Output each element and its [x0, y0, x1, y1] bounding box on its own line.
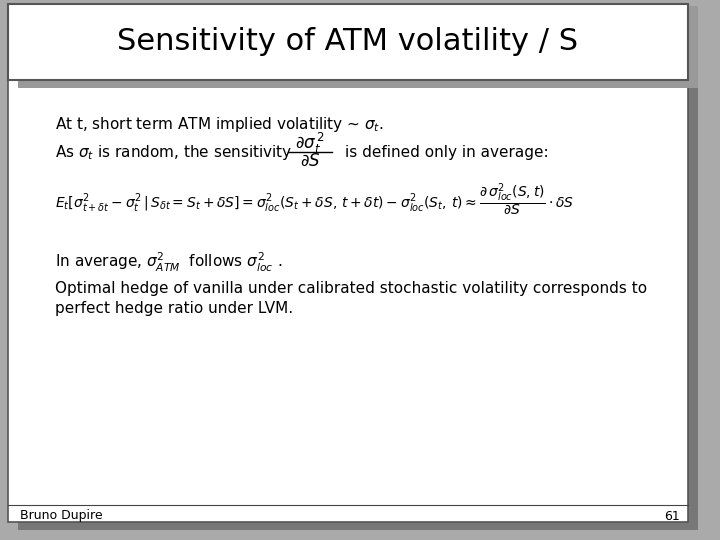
- Text: $E_t[\sigma^2_{t+\delta t} - \sigma^2_t\,|\,S_{\delta t} = S_t + \delta S] = \si: $E_t[\sigma^2_{t+\delta t} - \sigma^2_t\…: [55, 181, 575, 219]
- Text: $\partial\sigma_t^{\,2}$: $\partial\sigma_t^{\,2}$: [295, 131, 325, 156]
- Text: $\partial S$: $\partial S$: [300, 152, 320, 170]
- Bar: [8, 4, 688, 80]
- Text: perfect hedge ratio under LVM.: perfect hedge ratio under LVM.: [55, 300, 293, 315]
- Text: Sensitivity of ATM volatility / S: Sensitivity of ATM volatility / S: [117, 26, 579, 56]
- Text: As $\sigma_t$ is random, the sensitivity: As $\sigma_t$ is random, the sensitivity: [55, 143, 292, 161]
- Bar: [18, 6, 698, 88]
- Text: Optimal hedge of vanilla under calibrated stochastic volatility corresponds to: Optimal hedge of vanilla under calibrate…: [55, 280, 647, 295]
- Text: is defined only in average:: is defined only in average:: [345, 145, 549, 159]
- Text: In average, $\sigma^2_{ATM}$  follows $\sigma^2_{loc}$ .: In average, $\sigma^2_{ATM}$ follows $\s…: [55, 251, 282, 274]
- Text: 61: 61: [665, 510, 680, 523]
- Text: Bruno Dupire: Bruno Dupire: [20, 510, 103, 523]
- Text: At t, short term ATM implied volatility ~ $\sigma_t$.: At t, short term ATM implied volatility …: [55, 116, 384, 134]
